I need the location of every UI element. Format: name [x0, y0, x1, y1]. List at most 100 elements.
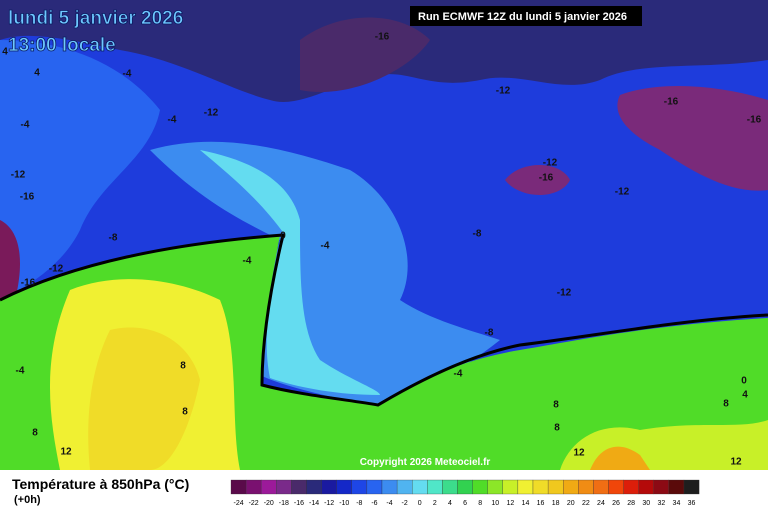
contour-label: -4 — [168, 115, 177, 126]
legend-swatch — [578, 479, 594, 495]
legend-swatch — [593, 479, 609, 495]
legend-tick-label: 18 — [552, 500, 560, 507]
region — [0, 40, 160, 300]
legend-swatch — [638, 479, 654, 495]
run-label: Run ECMWF 12Z du lundi 5 janvier 2026 — [418, 11, 627, 23]
cold-region — [617, 85, 768, 191]
cold-region — [505, 165, 570, 195]
contour-label: -4 — [123, 69, 132, 80]
contour-label: -12 — [557, 288, 572, 299]
contour-label: -12 — [11, 170, 26, 181]
contour-label: 12 — [573, 448, 585, 459]
legend-swatch — [457, 479, 473, 495]
run-box — [410, 6, 642, 26]
legend-subtitle: (+0h) — [14, 494, 41, 506]
legend-tick-label: 14 — [522, 500, 530, 507]
legend-swatch — [563, 479, 579, 495]
legend-tick-label: 20 — [567, 500, 575, 507]
time-label: 13:00 locale — [8, 35, 116, 56]
legend-swatch — [653, 479, 670, 495]
legend-tick-label: 36 — [688, 500, 696, 507]
legend-tick-label: -16 — [294, 500, 304, 507]
legend-swatch — [306, 479, 322, 495]
legend-tick-label: 8 — [478, 500, 482, 507]
contour-label: 8 — [182, 407, 188, 418]
legend-swatch — [245, 479, 262, 495]
legend-tick-label: 6 — [463, 500, 467, 507]
legend-swatch — [472, 479, 488, 495]
legend-tick-label: -4 — [386, 500, 392, 507]
legend-tick-label: 32 — [657, 500, 665, 507]
contour-label: 4 — [2, 47, 8, 58]
cold-region — [300, 17, 430, 92]
legend-tick-label: 12 — [506, 500, 514, 507]
contour-label: -12 — [204, 108, 219, 119]
date-label: lundi 5 janvier 2026 — [8, 8, 183, 29]
legend-swatch — [532, 479, 549, 495]
contour-label: -4 — [16, 366, 25, 377]
legend-tick-label: -20 — [264, 500, 274, 507]
contour-label: -8 — [109, 233, 118, 244]
legend-tick-label: 10 — [491, 500, 499, 507]
contour-label: 0 — [280, 231, 286, 242]
contour-label: 4 — [742, 390, 748, 401]
legend-swatch — [230, 479, 247, 495]
legend-tick-label: 28 — [627, 500, 635, 507]
contour-label: 8 — [554, 423, 560, 434]
legend-swatch — [276, 479, 292, 495]
legend-swatch — [366, 479, 383, 495]
legend-swatch — [351, 479, 368, 495]
legend-swatch — [321, 479, 337, 495]
legend-swatch — [608, 479, 624, 495]
contour-label: -12 — [496, 86, 511, 97]
legend-tick-label: -6 — [371, 500, 377, 507]
legend-swatch — [412, 479, 428, 495]
warm-region — [88, 327, 200, 470]
legend-tick-label: 0 — [418, 500, 422, 507]
legend-tick-label: -24 — [233, 500, 243, 507]
contour-label: -12 — [615, 187, 630, 198]
legend-swatch — [623, 479, 639, 495]
legend-tick-label: -18 — [279, 500, 289, 507]
contour-label: 4 — [34, 68, 40, 79]
legend-swatch — [381, 479, 398, 495]
legend-tick-label: -8 — [356, 500, 362, 507]
contour-label: 8 — [723, 399, 729, 410]
contour-label: -16 — [539, 173, 554, 184]
contour-label: -8 — [485, 328, 494, 339]
contour-label: 0 — [741, 376, 747, 387]
legend-tick-label: 22 — [582, 500, 590, 507]
legend-swatch — [668, 479, 685, 495]
contour-label: 8 — [180, 361, 186, 372]
legend-swatch — [291, 479, 307, 495]
copyright: Copyright 2026 Meteociel.fr — [360, 457, 491, 468]
contour-label: -4 — [21, 120, 30, 131]
legend-tick-label: 26 — [612, 500, 620, 507]
cold-region — [0, 220, 20, 310]
legend-swatch — [487, 479, 503, 495]
contour-label: -16 — [747, 115, 762, 126]
contour-label: 8 — [32, 428, 38, 439]
legend-swatch — [683, 479, 700, 495]
legend-swatch — [502, 479, 519, 495]
legend-swatch — [442, 479, 458, 495]
zero-contour — [0, 233, 768, 407]
contour-label: 8 — [553, 400, 559, 411]
contour-label: -4 — [454, 369, 463, 380]
legend-title: Température à 850hPa (°C) — [12, 476, 189, 492]
legend-tick-label: -22 — [249, 500, 259, 507]
legend-tick-label: -10 — [339, 500, 349, 507]
contour-label: 12 — [60, 447, 72, 458]
legend-swatch — [427, 479, 443, 495]
region — [150, 141, 500, 405]
legend-tick-label: 30 — [642, 500, 650, 507]
legend-swatch — [336, 479, 352, 495]
contour-label: 12 — [730, 457, 742, 468]
legend-tick-label: 2 — [433, 500, 437, 507]
contour-label: -16 — [664, 97, 679, 108]
contour-label: -4 — [243, 256, 252, 267]
legend-swatch — [396, 479, 413, 495]
contour-label: -12 — [543, 158, 558, 169]
legend-swatch — [517, 479, 534, 495]
legend-tick-label: -14 — [309, 500, 319, 507]
